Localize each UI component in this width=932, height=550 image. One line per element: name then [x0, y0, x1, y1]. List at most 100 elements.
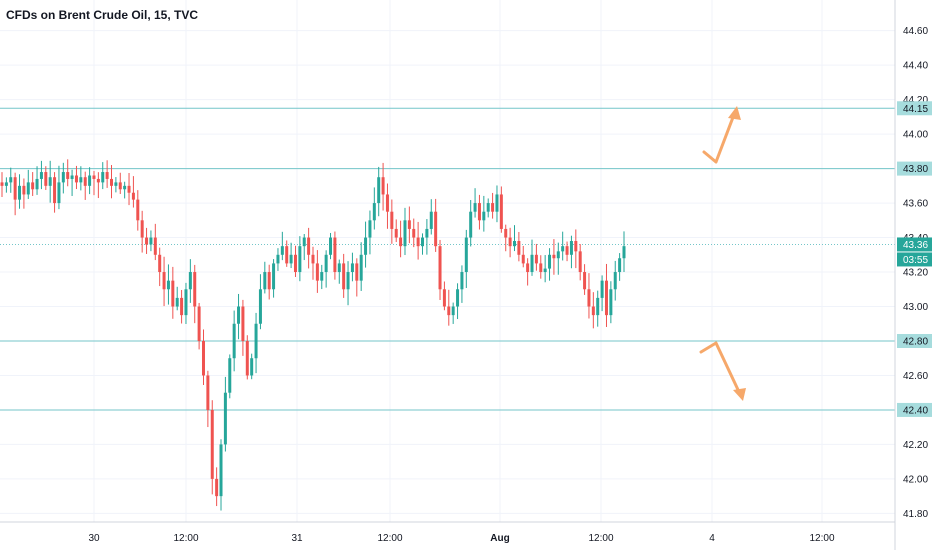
- candle-body: [254, 323, 258, 359]
- candle-body: [604, 280, 608, 316]
- candle-body: [105, 172, 109, 179]
- candle-body: [250, 358, 254, 376]
- candle-body: [289, 254, 293, 264]
- candle-body: [171, 280, 175, 307]
- candle-body: [526, 263, 530, 273]
- candle-body: [394, 228, 398, 238]
- current-price-badge: [897, 237, 932, 252]
- candle-body: [556, 251, 560, 259]
- candle-body: [39, 172, 43, 179]
- y-tick-label: 44.20: [903, 95, 928, 106]
- candle-body: [162, 272, 166, 290]
- candle-body: [447, 306, 451, 316]
- candle-body: [315, 263, 319, 281]
- candle-body: [307, 237, 311, 255]
- candle-body: [276, 254, 280, 264]
- candle-body: [153, 237, 157, 255]
- x-tick-label: Aug: [490, 533, 509, 544]
- candle-body: [118, 182, 122, 190]
- level-badge-label: 42.40: [903, 405, 928, 416]
- candle-body: [385, 194, 389, 212]
- candle-body: [346, 272, 350, 290]
- candle-body: [79, 177, 83, 183]
- candle-body: [609, 289, 613, 316]
- candle-body: [206, 375, 210, 410]
- candle-body: [329, 237, 333, 255]
- candle-body: [381, 177, 385, 195]
- candle-body: [166, 280, 170, 290]
- candle-body: [399, 237, 403, 247]
- candle-body: [561, 246, 565, 252]
- y-tick-label: 43.00: [903, 302, 928, 313]
- candle-body: [421, 237, 425, 247]
- candle-body: [184, 289, 188, 316]
- candle-body: [280, 246, 284, 255]
- y-tick-label: 44.40: [903, 61, 928, 72]
- candle-body: [302, 237, 306, 247]
- candle-body: [101, 172, 105, 183]
- candle-body: [83, 177, 87, 186]
- candle-body: [53, 177, 57, 204]
- current-price-label: 43.36: [903, 240, 928, 251]
- candle-body: [267, 272, 271, 290]
- candle-body: [337, 263, 341, 273]
- y-tick-label: 42.20: [903, 440, 928, 451]
- candle-body: [442, 289, 446, 307]
- candle-body: [473, 203, 477, 212]
- candle-body: [35, 178, 39, 190]
- candle-body: [359, 254, 363, 281]
- candle-body: [504, 228, 508, 238]
- candle-body: [425, 228, 429, 238]
- horizontal-levels[interactable]: [0, 107, 895, 411]
- candle-body: [293, 254, 297, 273]
- candle-body: [131, 192, 135, 200]
- candle-body: [285, 246, 289, 264]
- candle-body: [495, 194, 499, 212]
- candle-body: [263, 272, 267, 290]
- y-tick-label: 44.00: [903, 130, 928, 141]
- candle-body: [4, 182, 8, 186]
- grid: [0, 0, 895, 522]
- candle-body: [469, 211, 473, 238]
- candle-body: [158, 254, 162, 273]
- level-badge-label: 44.15: [903, 104, 928, 115]
- arrow-annotations[interactable]: [699, 106, 746, 401]
- candle-body: [521, 254, 525, 264]
- candle-body: [574, 241, 578, 252]
- candle-body: [412, 228, 416, 238]
- candle-body: [31, 182, 35, 190]
- candle-body: [578, 251, 582, 273]
- candle-body: [48, 177, 52, 186]
- candle-body: [499, 194, 503, 229]
- candle-body: [543, 268, 547, 273]
- candle-body: [622, 246, 626, 259]
- arrow-down-icon: [699, 341, 742, 396]
- candle-body: [180, 297, 184, 316]
- candle-body: [600, 280, 604, 298]
- candle-body: [110, 178, 114, 186]
- candle-body: [219, 444, 223, 497]
- x-tick-label: 30: [88, 533, 100, 544]
- candle-body: [482, 211, 486, 221]
- candle-body: [530, 254, 534, 273]
- candle-body: [451, 306, 455, 316]
- y-tick-label: 41.80: [903, 509, 928, 520]
- candle-body: [460, 272, 464, 290]
- price-badges: 44.15 43.80 42.80 42.40 43.36 03:55: [897, 101, 932, 417]
- candle-body: [201, 340, 205, 376]
- price-axis[interactable]: 44.6044.4044.2044.0043.8043.6043.4043.20…: [894, 0, 928, 550]
- candle-body: [618, 258, 622, 273]
- time-axis[interactable]: 30 12:00 31 12:00 Aug 12:00 4 12:00: [0, 521, 895, 544]
- candle-body: [403, 220, 407, 247]
- candle-body: [477, 203, 481, 221]
- x-tick-label: 31: [291, 533, 303, 544]
- candle-body: [486, 203, 490, 212]
- candle-body: [298, 246, 302, 273]
- candle-body: [456, 289, 460, 307]
- candle-body: [96, 178, 100, 183]
- candle-body: [377, 177, 381, 204]
- y-tick-label: 42.60: [903, 371, 928, 382]
- y-tick-label: 43.60: [903, 199, 928, 210]
- candle-body: [311, 254, 315, 264]
